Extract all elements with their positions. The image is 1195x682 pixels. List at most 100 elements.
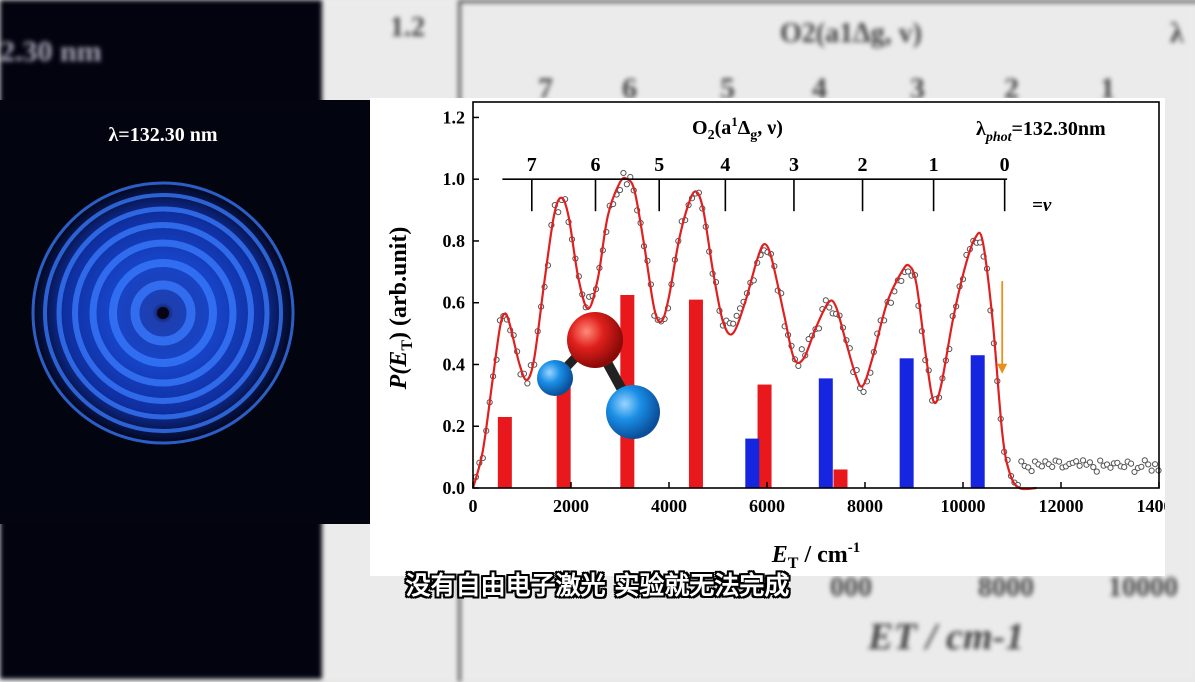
background-x-tick: 8000 bbox=[978, 572, 1034, 603]
data-point bbox=[1127, 460, 1135, 467]
comb-tick-label: 4 bbox=[720, 154, 730, 176]
data-point bbox=[1151, 461, 1159, 468]
data-point bbox=[1086, 459, 1094, 466]
annotation-wavelength: λphot=132.30nm bbox=[976, 118, 1106, 145]
y-tick-label: 0.2 bbox=[443, 416, 466, 436]
data-point bbox=[1038, 463, 1045, 470]
background-v-label: 5 bbox=[720, 72, 735, 105]
background-lambda: λ bbox=[1170, 18, 1184, 49]
y-tick-label: 1.0 bbox=[443, 169, 466, 189]
data-point bbox=[822, 297, 829, 304]
blue-bar bbox=[899, 358, 914, 488]
detector-ring bbox=[56, 206, 270, 420]
detector-ring bbox=[89, 239, 237, 387]
comb-tick-label: 2 bbox=[858, 154, 868, 176]
detector-rings-image bbox=[31, 181, 295, 445]
background-x-tick: 000 bbox=[830, 572, 872, 603]
nu-label: =ν bbox=[1032, 195, 1052, 216]
orange-arrow-head bbox=[997, 363, 1008, 374]
blue-bar bbox=[818, 378, 833, 488]
comb-tick-label: 0 bbox=[1000, 154, 1010, 176]
comb-tick-label: 3 bbox=[789, 154, 799, 176]
background-v-label: 1 bbox=[1100, 72, 1115, 105]
data-point bbox=[798, 346, 805, 353]
blue-bar bbox=[745, 438, 760, 488]
red-bar bbox=[556, 376, 571, 488]
comb-tick-label: 6 bbox=[591, 154, 601, 176]
molecule-hydrogen-atom bbox=[606, 385, 660, 439]
y-tick-label: 0.6 bbox=[443, 293, 466, 313]
molecule-oxygen-atom bbox=[567, 312, 623, 368]
background-v-label: 6 bbox=[622, 72, 637, 105]
chart-panel: 7 6 5 4 3 2 1 0 0 2000 4000 6000 8000 10000 12000 140 0… bbox=[370, 98, 1182, 576]
y-tick-label: 0.4 bbox=[443, 354, 466, 374]
y-tick-label: 1.2 bbox=[443, 107, 466, 127]
data-point bbox=[1073, 458, 1080, 465]
background-v-label: 4 bbox=[812, 72, 827, 105]
y-tick-label: 0.0 bbox=[443, 478, 466, 498]
x-axis-label: ET / cm-1 bbox=[771, 540, 861, 572]
data-point bbox=[1076, 462, 1083, 469]
comb-tick-label: 5 bbox=[654, 154, 664, 176]
background-x-tick: 10000 bbox=[1108, 572, 1178, 603]
data-point bbox=[730, 320, 737, 327]
background-v-label: 3 bbox=[910, 72, 925, 105]
data-point bbox=[826, 304, 833, 311]
data-point bbox=[1131, 468, 1138, 476]
data-point bbox=[1028, 467, 1035, 475]
data-point bbox=[1049, 463, 1056, 470]
background-top-tick: 1.2 bbox=[390, 12, 425, 43]
red-bar bbox=[757, 384, 772, 488]
x-tick-label: 0 bbox=[469, 496, 478, 516]
comb-tick-label: 7 bbox=[527, 154, 537, 176]
y-axis-label: P(ET) (arb.unit) bbox=[386, 227, 416, 391]
red-bar bbox=[497, 416, 512, 488]
data-point bbox=[1093, 468, 1100, 475]
data-point bbox=[1018, 458, 1025, 465]
data-point bbox=[1079, 457, 1087, 464]
data-point bbox=[1107, 464, 1114, 471]
annotation-title: O2(a1Δg, ν) bbox=[692, 114, 783, 143]
detector-center bbox=[157, 307, 169, 319]
x-tick-label: 8000 bbox=[847, 496, 883, 516]
background-title: O2(a1Δg, v) bbox=[780, 18, 922, 49]
detector-wavelength-label: λ=132.30 nm bbox=[108, 124, 218, 146]
comb-tick-label: 1 bbox=[929, 154, 939, 176]
data-point bbox=[860, 388, 867, 395]
data-point bbox=[733, 312, 740, 319]
plot-frame bbox=[472, 101, 1160, 489]
water-molecule bbox=[537, 312, 660, 439]
data-point bbox=[524, 380, 531, 387]
data-point bbox=[555, 209, 562, 216]
detector-ring bbox=[109, 259, 217, 367]
background-v-label: 2 bbox=[1004, 72, 1019, 105]
detector-ring bbox=[31, 181, 295, 445]
x-tick-label: 4000 bbox=[651, 496, 687, 516]
x-tick-label: 12000 bbox=[1039, 496, 1084, 516]
fit-curve bbox=[471, 176, 1037, 491]
data-point bbox=[1121, 463, 1128, 471]
data-point bbox=[1097, 457, 1104, 464]
background-x-label: ET / cm-1 bbox=[868, 616, 1025, 658]
video-subtitle: 没有自由电子激光 实验就无法完成 bbox=[405, 571, 790, 600]
red-bar bbox=[688, 299, 703, 488]
data-point bbox=[1145, 461, 1152, 468]
background-detector-label: 2.30 nm bbox=[0, 35, 102, 68]
y-tick-label: 0.8 bbox=[443, 231, 466, 251]
detector-ring bbox=[130, 280, 196, 346]
molecule-hydrogen-atom bbox=[537, 360, 573, 396]
data-point bbox=[898, 277, 905, 285]
data-point bbox=[1055, 458, 1063, 465]
detector-ring bbox=[43, 193, 283, 433]
detector-image-panel bbox=[0, 100, 370, 524]
x-tick-label: 10000 bbox=[941, 496, 986, 516]
background-v-label: 7 bbox=[538, 72, 553, 105]
data-point bbox=[1138, 463, 1145, 470]
energy-distribution-chart: 7 6 5 4 3 2 1 0 0 2000 4000 6000 8000 10000 12000 140 0… bbox=[386, 101, 1182, 572]
x-tick-label: 6000 bbox=[749, 496, 785, 516]
data-point bbox=[905, 268, 912, 275]
red-bar bbox=[833, 469, 848, 488]
data-point bbox=[795, 362, 802, 370]
data-point bbox=[1141, 457, 1148, 464]
data-point bbox=[1025, 464, 1032, 471]
